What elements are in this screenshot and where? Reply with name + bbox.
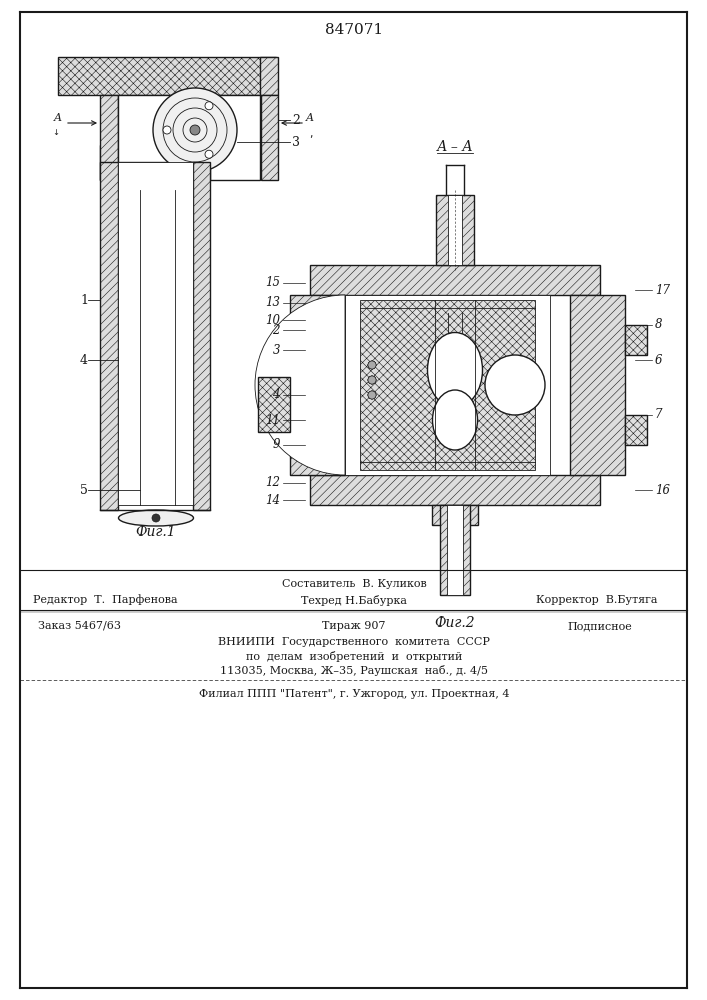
- Text: Техред Н.Бабурка: Техред Н.Бабурка: [301, 594, 407, 605]
- Circle shape: [368, 391, 376, 399]
- Text: 16: 16: [655, 484, 670, 496]
- Bar: [625, 415, 647, 445]
- Bar: [193, 162, 210, 510]
- Circle shape: [519, 376, 527, 384]
- Polygon shape: [100, 145, 210, 180]
- Bar: [625, 325, 647, 355]
- Text: ↓: ↓: [52, 128, 59, 137]
- Text: Заказ 5467/63: Заказ 5467/63: [38, 621, 122, 631]
- Bar: [290, 295, 345, 475]
- Bar: [570, 295, 625, 475]
- Text: по  делам  изобретений  и  открытий: по делам изобретений и открытий: [246, 650, 462, 662]
- Bar: [432, 505, 478, 525]
- Circle shape: [205, 150, 213, 158]
- Text: Редактор  Т.  Парфенова: Редактор Т. Парфенова: [33, 595, 177, 605]
- Text: 5: 5: [80, 484, 88, 496]
- Text: 11: 11: [265, 414, 280, 426]
- Circle shape: [368, 376, 376, 384]
- Bar: [360, 300, 535, 470]
- Circle shape: [368, 391, 376, 399]
- Text: 15: 15: [265, 276, 280, 290]
- Text: 4: 4: [80, 354, 88, 366]
- Bar: [258, 377, 290, 432]
- Circle shape: [485, 355, 545, 415]
- Circle shape: [519, 391, 527, 399]
- Text: 6: 6: [655, 354, 662, 366]
- Ellipse shape: [433, 390, 477, 450]
- Text: 3: 3: [272, 344, 280, 357]
- Text: 113035, Москва, Ж–35, Раушская  наб., д. 4/5: 113035, Москва, Ж–35, Раушская наб., д. …: [220, 664, 488, 676]
- Text: 12: 12: [265, 477, 280, 489]
- Text: A: A: [306, 113, 314, 123]
- Bar: [345, 295, 550, 475]
- Bar: [100, 162, 118, 510]
- Text: 7: 7: [655, 408, 662, 422]
- Bar: [58, 57, 276, 95]
- Ellipse shape: [428, 332, 482, 408]
- Text: 17: 17: [655, 284, 670, 296]
- Text: 847071: 847071: [325, 23, 383, 37]
- Text: Корректор  В.Бутяга: Корректор В.Бутяга: [536, 595, 658, 605]
- Bar: [448, 195, 462, 265]
- Bar: [447, 505, 463, 595]
- Ellipse shape: [119, 510, 194, 526]
- Circle shape: [163, 126, 171, 134]
- Polygon shape: [118, 95, 260, 180]
- Text: A: A: [54, 113, 62, 123]
- Text: Фиг.2: Фиг.2: [435, 616, 475, 630]
- Bar: [310, 475, 600, 505]
- Text: Составитель  В. Куликов: Составитель В. Куликов: [281, 579, 426, 589]
- Text: 14: 14: [265, 493, 280, 506]
- Circle shape: [368, 391, 376, 399]
- Text: А – А: А – А: [437, 140, 474, 154]
- Circle shape: [368, 376, 376, 384]
- Circle shape: [190, 125, 200, 135]
- Circle shape: [368, 361, 376, 369]
- Text: 2: 2: [292, 113, 300, 126]
- Circle shape: [368, 376, 376, 384]
- Bar: [100, 95, 118, 180]
- Bar: [260, 57, 278, 95]
- Bar: [261, 95, 278, 180]
- Text: 2: 2: [272, 324, 280, 336]
- Bar: [310, 265, 600, 295]
- Text: ,: ,: [309, 129, 312, 139]
- Text: 1: 1: [80, 294, 88, 306]
- Circle shape: [519, 361, 527, 369]
- Text: 8: 8: [655, 318, 662, 332]
- Text: Фиг.1: Фиг.1: [136, 525, 176, 539]
- Circle shape: [368, 361, 376, 369]
- Bar: [436, 195, 474, 265]
- Text: Подписное: Подписное: [568, 621, 632, 631]
- Circle shape: [153, 88, 237, 172]
- Text: 13: 13: [265, 296, 280, 310]
- Wedge shape: [255, 295, 345, 475]
- Text: 4: 4: [272, 388, 280, 401]
- Text: ВНИИПИ  Государственного  комитета  СССР: ВНИИПИ Государственного комитета СССР: [218, 637, 490, 647]
- Text: 3: 3: [292, 135, 300, 148]
- Bar: [440, 505, 470, 595]
- Circle shape: [368, 361, 376, 369]
- Text: Тираж 907: Тираж 907: [322, 621, 386, 631]
- Text: 9: 9: [272, 438, 280, 452]
- Text: Филиал ППП "Патент", г. Ужгород, ул. Проектная, 4: Филиал ППП "Патент", г. Ужгород, ул. Про…: [199, 689, 509, 699]
- Circle shape: [368, 391, 376, 399]
- Bar: [118, 162, 193, 505]
- Circle shape: [152, 514, 160, 522]
- Text: 10: 10: [265, 314, 280, 326]
- Circle shape: [368, 361, 376, 369]
- Circle shape: [368, 376, 376, 384]
- Circle shape: [205, 102, 213, 110]
